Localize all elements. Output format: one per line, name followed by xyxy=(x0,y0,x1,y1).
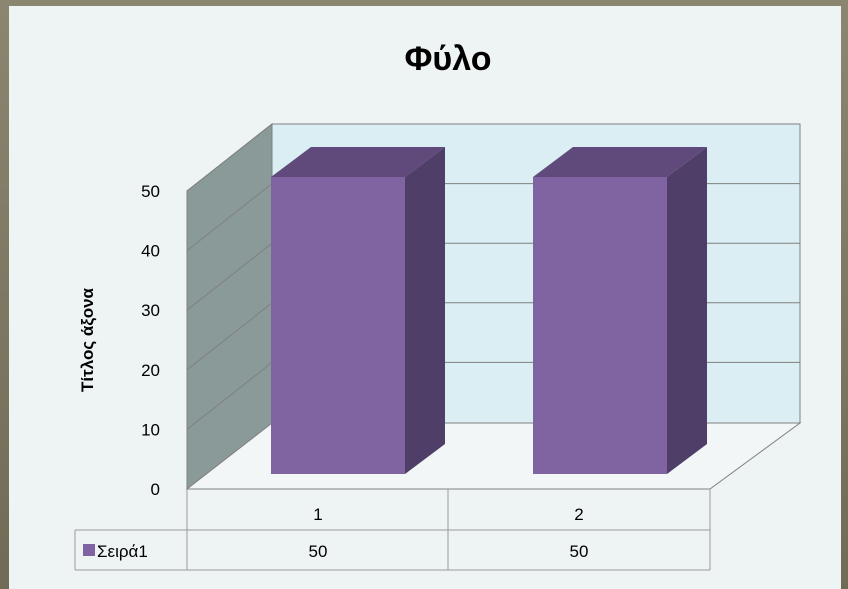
chart-title: Φύλο xyxy=(405,40,492,78)
table-value: 50 xyxy=(309,542,328,561)
table-value: 50 xyxy=(570,542,589,561)
bar xyxy=(533,147,707,474)
gridline xyxy=(186,123,273,192)
y-tick-label: 40 xyxy=(141,242,160,261)
bar-top xyxy=(271,147,445,177)
bar-side xyxy=(667,147,707,474)
category-label: 2 xyxy=(574,505,583,524)
bar xyxy=(271,147,445,474)
legend-series-name: Σειρά1 xyxy=(97,542,148,561)
y-tick-label: 10 xyxy=(141,420,160,439)
y-tick-label: 50 xyxy=(141,182,160,201)
gridline xyxy=(186,183,273,251)
y-axis-ticks: 0 10 20 30 40 50 xyxy=(141,182,160,499)
data-table: 1 2 Σειρά1 50 50 xyxy=(74,489,711,571)
bar-front xyxy=(533,177,667,474)
bar-side xyxy=(405,147,445,474)
y-tick-label: 30 xyxy=(141,301,160,320)
y-tick-label: 20 xyxy=(141,361,160,380)
y-tick-label: 0 xyxy=(151,480,160,499)
gridline xyxy=(186,362,273,430)
bar-top xyxy=(533,147,707,177)
bar-front xyxy=(271,177,405,474)
y-axis-label: Τίτλος άξονα xyxy=(78,287,97,392)
bars xyxy=(271,147,707,474)
category-label: 1 xyxy=(313,505,322,524)
legend-swatch xyxy=(83,544,95,556)
gridline xyxy=(186,302,273,371)
gridline xyxy=(186,242,273,311)
